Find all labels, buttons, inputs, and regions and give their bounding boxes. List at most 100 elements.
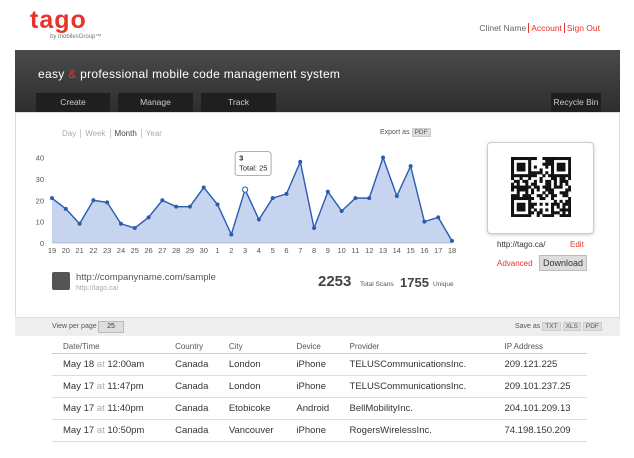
stat-label: Total Scans	[360, 281, 394, 288]
point	[422, 219, 427, 224]
qr-module	[568, 208, 571, 212]
point	[367, 196, 372, 201]
code-url[interactable]: http://companyname.com/sample	[76, 272, 216, 283]
cell-datetime: May 17 at 11:40pm	[52, 397, 165, 420]
qr-module	[568, 211, 571, 215]
qr-module	[559, 182, 563, 186]
x-tick-label: 17	[434, 246, 442, 255]
qr-module	[513, 185, 517, 189]
edit-link[interactable]: Edit	[570, 240, 584, 249]
export-pdf[interactable]: PDF	[411, 128, 431, 137]
tooltip-box	[234, 151, 272, 176]
qr-module	[568, 185, 571, 189]
y-tick-label: 20	[36, 196, 44, 205]
qr-module	[565, 191, 569, 195]
x-tick-label: 26	[144, 246, 152, 255]
qr-module	[562, 211, 566, 215]
save-as: Save as TXT XLS PDF	[515, 322, 602, 331]
logo[interactable]: tago	[30, 6, 87, 34]
qr-module	[539, 202, 543, 206]
point	[50, 196, 54, 201]
range-link[interactable]: Month	[109, 129, 141, 138]
x-tick-label: 19	[48, 246, 56, 255]
per-page-label: View per page	[52, 323, 97, 330]
advanced-link[interactable]: Advanced	[497, 259, 533, 268]
x-tick-label: 11	[352, 246, 360, 255]
qr-module	[568, 162, 571, 166]
qr-module	[559, 185, 563, 189]
qr-module	[548, 157, 552, 161]
tab-manage[interactable]: Manage	[118, 93, 193, 112]
x-tick-label: 9	[326, 246, 330, 255]
save-format[interactable]: TXT	[542, 322, 561, 331]
x-tick-label: 20	[62, 246, 70, 255]
tab-create[interactable]: Create	[36, 93, 110, 112]
at: at	[96, 381, 105, 392]
qr-module	[553, 177, 557, 181]
range-link[interactable]: Day	[62, 129, 77, 138]
column-header: Date/Time	[52, 339, 165, 354]
qr-module	[539, 208, 543, 212]
tab-track[interactable]: Track	[201, 93, 276, 112]
qr-module	[568, 174, 571, 178]
title-part: professional mobile code management syst…	[80, 67, 341, 81]
date: May 17	[63, 425, 95, 436]
qr-module	[519, 177, 523, 181]
qr-module	[545, 171, 549, 175]
cell-provider: BellMobilityInc.	[338, 397, 494, 420]
qr-module	[522, 202, 526, 206]
x-tick-label: 2	[229, 246, 233, 255]
qr-module	[551, 202, 555, 206]
qr-module	[551, 188, 555, 192]
point	[394, 194, 399, 198]
title-part: easy	[38, 67, 65, 81]
cell-device: Android	[285, 397, 339, 420]
qr-module	[528, 165, 532, 169]
qr-module	[533, 185, 537, 189]
qr-module	[531, 191, 535, 195]
x-tick-label: 4	[257, 246, 261, 255]
qr-module	[545, 208, 549, 212]
qr-module	[562, 177, 566, 181]
per-page-select[interactable]: 25	[98, 321, 124, 333]
point	[146, 215, 151, 220]
title-amp: &	[68, 67, 77, 81]
range-links: Day Week Month Year	[62, 129, 166, 138]
account-link[interactable]: Account	[528, 23, 564, 33]
x-tick-label: 29	[186, 246, 194, 255]
sign-out-link[interactable]: Sign Out	[563, 23, 602, 33]
qr-module	[568, 159, 571, 163]
qr-module	[528, 174, 532, 178]
x-tick-label: 12	[365, 246, 373, 255]
qr-module	[562, 194, 566, 198]
qr-module	[525, 214, 529, 217]
save-format[interactable]: PDF	[582, 322, 602, 331]
table-row: May 17 at 10:50pm Canada Vancouver iPhone Ro…	[52, 419, 587, 442]
qr-module	[539, 211, 543, 215]
qr-module	[553, 157, 557, 161]
qr-module	[522, 214, 526, 217]
qr-module	[511, 208, 515, 212]
qr-module	[551, 159, 555, 163]
qr-module	[559, 174, 563, 178]
x-tick-label: 5	[271, 246, 275, 255]
qr-module	[511, 188, 515, 192]
point	[215, 202, 220, 207]
save-format[interactable]: XLS	[562, 322, 581, 331]
cell-city: London	[217, 375, 286, 398]
banner	[15, 50, 620, 112]
range-link[interactable]: Week	[80, 129, 110, 138]
point	[408, 164, 413, 169]
range-link[interactable]: Year	[140, 129, 166, 138]
tab-recycle[interactable]: Recycle Bin	[551, 93, 601, 112]
qr-module	[545, 179, 549, 183]
qr-module	[516, 185, 520, 189]
qr-module	[536, 211, 540, 215]
qr-module	[551, 157, 555, 161]
cell-ip: 74.198.150.209	[493, 419, 587, 442]
download-button[interactable]: Download	[539, 255, 587, 271]
qr-module	[519, 162, 523, 166]
qr-module	[548, 159, 552, 163]
qr-module	[548, 174, 552, 178]
